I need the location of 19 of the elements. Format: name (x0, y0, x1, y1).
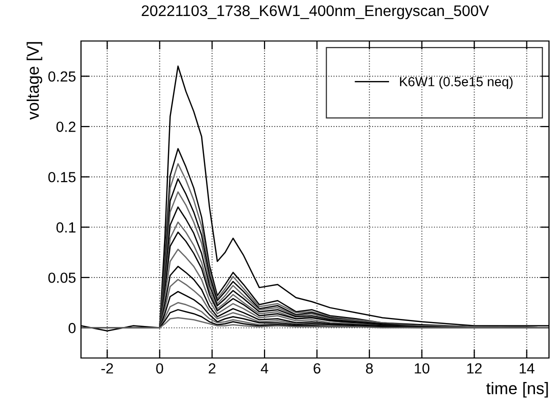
x-tick-label: -2 (101, 363, 113, 374)
x-tick-label: 2 (208, 363, 216, 374)
chart-title: 20221103_1738_K6W1_400nm_Energyscan_500V (142, 5, 489, 20)
x-tick-label: 14 (520, 363, 534, 374)
x-tick-label: 10 (414, 363, 430, 374)
y-tick-label: 0.2 (56, 122, 76, 132)
y-tick-label: 0.25 (48, 71, 76, 82)
x-axis-title: time [ns] (486, 382, 548, 398)
x-tick-label: 4 (260, 363, 268, 374)
y-tick-label: 0.15 (48, 172, 76, 182)
x-tick-label: 6 (314, 363, 320, 374)
y-axis-title: voltage [V] (26, 42, 42, 120)
y-tick-label: 0.1 (56, 222, 76, 233)
y-tick-label: 0 (68, 322, 76, 334)
x-tick-label: 8 (366, 363, 373, 374)
x-tick-label: 0 (156, 363, 164, 374)
legend-label: K6W1 (0.5e15 neq) (400, 76, 513, 89)
x-tick-label: 12 (467, 363, 482, 374)
y-tick-label: 0.05 (48, 272, 76, 283)
